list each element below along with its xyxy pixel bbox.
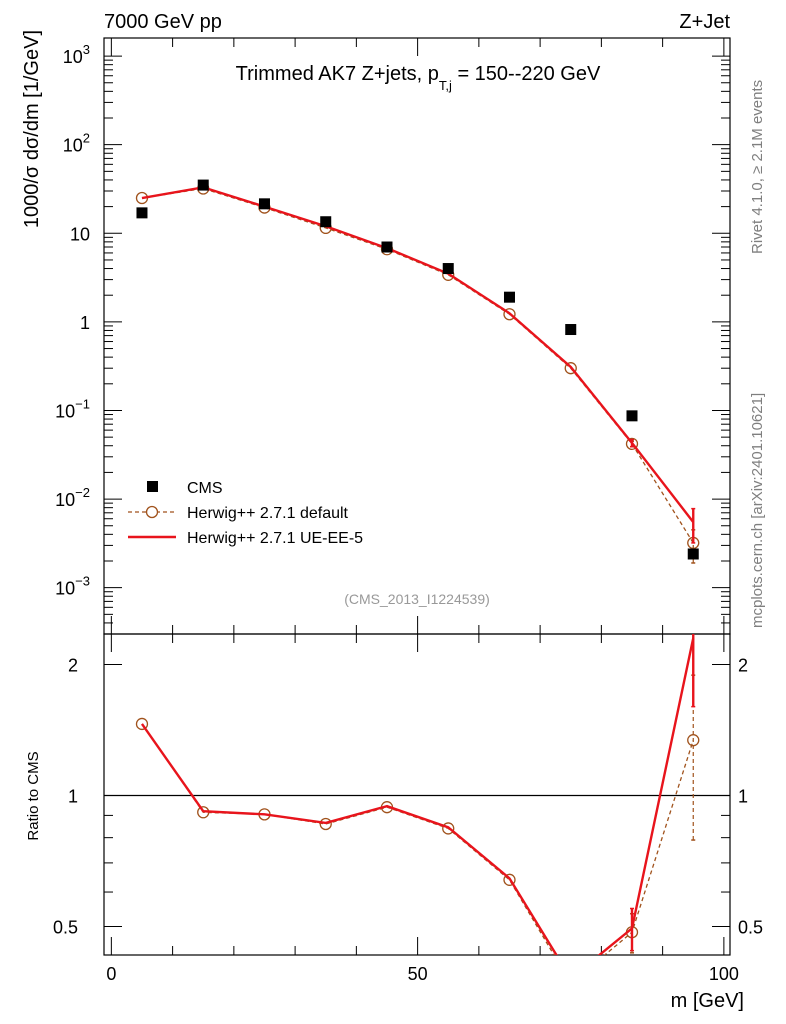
cms-point bbox=[442, 263, 454, 275]
data-point bbox=[564, 362, 577, 375]
cms-point bbox=[320, 216, 332, 228]
x-tick-label: 50 bbox=[408, 964, 428, 984]
y-tick-label: 103 bbox=[63, 42, 90, 67]
main-ticks bbox=[104, 38, 730, 635]
y-tick-mantissa: 10 bbox=[55, 401, 75, 421]
ratio-series-layer bbox=[104, 634, 730, 989]
series-ueee5 bbox=[141, 186, 696, 544]
cms-point bbox=[503, 291, 515, 303]
ratio-y-axis-label: Ratio to CMS bbox=[25, 751, 42, 840]
y-tick-exponent: 2 bbox=[83, 131, 90, 146]
ratio-panel: 0 50 100 0.5 0.5 1 1 2 2 Ratio to CMS m [GeV] bbox=[25, 633, 763, 1012]
y-tick-label: 10−2 bbox=[55, 485, 90, 510]
legend-entry-cms: CMS bbox=[147, 480, 223, 497]
header-right: Z+Jet bbox=[679, 11, 730, 33]
y-tick-label: 102 bbox=[63, 131, 90, 156]
legend-default-marker bbox=[145, 505, 159, 519]
data-point bbox=[503, 308, 516, 321]
cms-point bbox=[565, 324, 577, 336]
y-tick-exponent: −1 bbox=[75, 396, 90, 411]
cms-point bbox=[626, 410, 638, 422]
y-tick-label-right: 0.5 bbox=[738, 917, 763, 937]
y-tick-label: 10−1 bbox=[55, 396, 90, 421]
series-line bbox=[140, 637, 695, 955]
cms-point bbox=[258, 198, 270, 210]
y-tick-mantissa: 1 bbox=[80, 313, 90, 333]
data-point bbox=[625, 437, 639, 451]
cms-point bbox=[381, 241, 393, 253]
legend: CMS Herwig++ 2.7.1 default Herwig++ 2.7.… bbox=[128, 480, 363, 547]
y-tick-exponent: 3 bbox=[83, 42, 90, 57]
y-tick-exponent: −3 bbox=[75, 574, 90, 589]
y-tick-exponent: −2 bbox=[75, 485, 90, 500]
cms-point bbox=[687, 548, 699, 560]
legend-entry-ueee5: Herwig++ 2.7.1 UE-EE-5 bbox=[128, 530, 363, 547]
data-point bbox=[503, 873, 516, 886]
mcplots-label: mcplots.cern.ch [arXiv:2401.10621] bbox=[749, 393, 766, 628]
y-tick-mantissa: 10 bbox=[70, 224, 90, 244]
series-cms bbox=[136, 179, 699, 560]
data-point bbox=[565, 978, 576, 989]
cms-point bbox=[136, 207, 148, 219]
series-line bbox=[141, 187, 694, 544]
data-point bbox=[687, 734, 700, 747]
y-tick-mantissa: 10 bbox=[55, 490, 75, 510]
cms-point bbox=[197, 179, 209, 191]
series-ueee5 bbox=[140, 634, 696, 955]
legend-cms-marker bbox=[147, 481, 158, 492]
y-tick-label: 0.5 bbox=[53, 917, 78, 937]
x-tick-label: 0 bbox=[106, 964, 116, 984]
ratio-frame bbox=[103, 633, 731, 956]
y-tick-label: 1 bbox=[80, 313, 90, 333]
legend-default-label: Herwig++ 2.7.1 default bbox=[187, 505, 349, 522]
legend-entry-default: Herwig++ 2.7.1 default bbox=[128, 505, 349, 522]
y-tick-label: 10−3 bbox=[55, 574, 90, 599]
main-y-axis-label: 1000/σ dσ/dm [1/GeV] bbox=[21, 30, 43, 228]
y-tick-mantissa: 10 bbox=[55, 579, 75, 599]
y-tick-mantissa: 10 bbox=[63, 136, 83, 156]
main-title: Trimmed AK7 Z+jets, pT,j = 150--220 GeV bbox=[236, 63, 601, 93]
y-tick-label-right: 1 bbox=[738, 786, 748, 806]
data-point bbox=[442, 822, 455, 835]
y-tick-mantissa: 10 bbox=[63, 47, 83, 67]
x-axis-label: m [GeV] bbox=[671, 990, 744, 1012]
data-point bbox=[319, 817, 332, 831]
rivet-label: Rivet 4.1.0, ≥ 2.1M events bbox=[749, 80, 766, 254]
y-tick-label-right: 2 bbox=[738, 655, 748, 675]
main-series-layer bbox=[135, 179, 700, 564]
legend-ueee5-label: Herwig++ 2.7.1 UE-EE-5 bbox=[187, 530, 363, 547]
x-tick-label: 100 bbox=[709, 964, 739, 984]
y-tick-label: 2 bbox=[68, 655, 78, 675]
ratio-tick-labels: 0 50 100 0.5 0.5 1 1 2 2 bbox=[53, 655, 763, 984]
data-point bbox=[135, 717, 149, 731]
series-line bbox=[141, 186, 695, 523]
y-tick-label: 1 bbox=[68, 786, 78, 806]
y-tick-label: 10 bbox=[70, 224, 90, 244]
header-left: 7000 GeV pp bbox=[104, 11, 222, 33]
analysis-watermark: (CMS_2013_I1224539) bbox=[344, 591, 490, 607]
legend-cms-label: CMS bbox=[187, 480, 223, 497]
ratio-frame-box bbox=[103, 633, 731, 956]
